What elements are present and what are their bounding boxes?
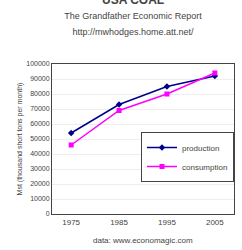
svg-text:90000: 90000 (30, 75, 50, 82)
svg-text:1985: 1985 (110, 218, 128, 227)
svg-text:70000: 70000 (30, 105, 50, 112)
svg-text:production: production (182, 144, 219, 153)
svg-text:data: www.economagic.com: data: www.economagic.com (93, 236, 193, 245)
svg-text:0: 0 (46, 210, 50, 217)
svg-text:consumption: consumption (182, 163, 227, 172)
svg-text:USA COALThe Grandfather Econom: USA COALThe Grandfather Economic Reporth… (64, 0, 202, 37)
svg-text:1975: 1975 (62, 218, 80, 227)
svg-text:Mst (thousand short tons per m: Mst (thousand short tons per month) (16, 83, 24, 196)
svg-text:60000: 60000 (30, 120, 50, 127)
svg-text:100000: 100000 (26, 60, 49, 67)
svg-text:40000: 40000 (30, 150, 50, 157)
svg-text:20000: 20000 (30, 180, 50, 187)
svg-text:1995: 1995 (158, 218, 176, 227)
svg-text:80000: 80000 (30, 90, 50, 97)
svg-text:10000: 10000 (30, 195, 50, 202)
svg-text:2005: 2005 (206, 218, 224, 227)
svg-text:50000: 50000 (30, 135, 50, 142)
svg-text:30000: 30000 (30, 165, 50, 172)
